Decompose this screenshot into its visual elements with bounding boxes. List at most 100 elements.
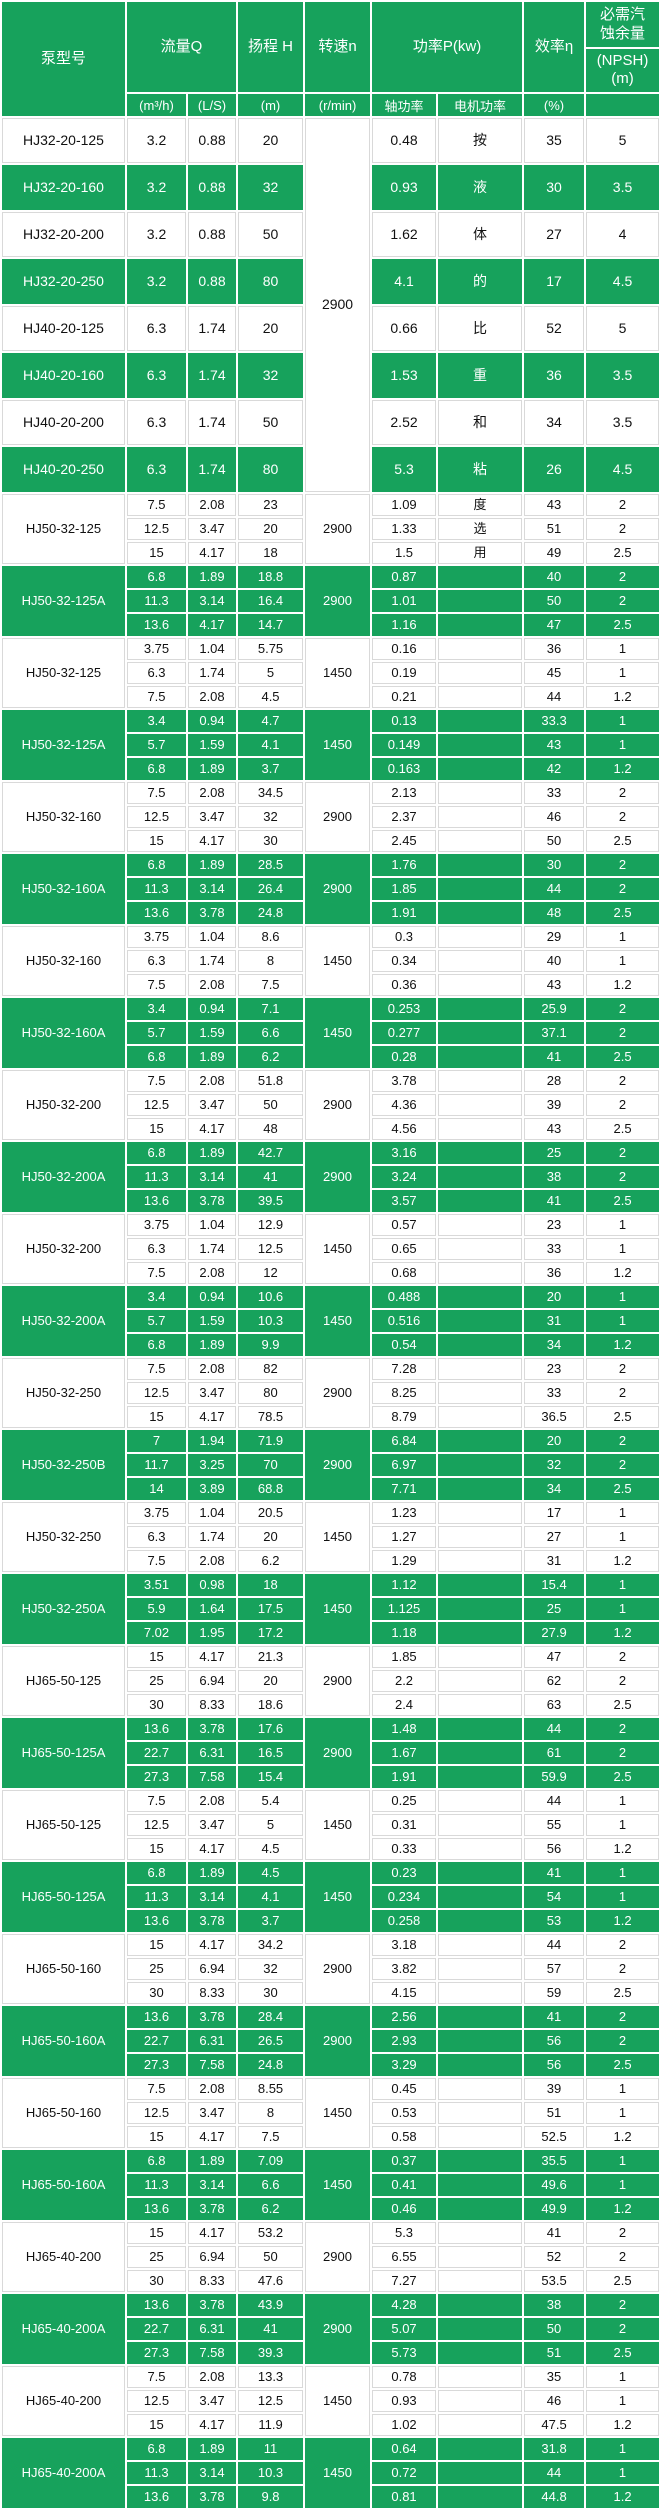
cell-npsh: 1 — [586, 2462, 660, 2484]
cell-efficiency: 27.9 — [524, 1622, 585, 1644]
cell-flow-m3h: 15 — [127, 2222, 186, 2244]
cell-shaft-power: 1.91 — [372, 1766, 437, 1788]
cell-shaft-power: 0.93 — [372, 165, 437, 210]
cell-npsh: 1.2 — [586, 1550, 660, 1572]
table-row: 15 4.17 30 2.45 50 2.5 — [2, 830, 660, 852]
cell-flow-m3h: 3.4 — [127, 1286, 186, 1308]
table-row: HJ32-20-160 3.2 0.88 32 0.93 液 30 3.5 — [2, 165, 660, 210]
header-npsh: 必需汽蚀余量 (NPSH) (m) — [586, 2, 660, 92]
cell-motor-power: 粘 — [438, 447, 523, 492]
cell-efficiency: 37.1 — [524, 1022, 585, 1044]
cell-flow-ls: 1.74 — [188, 950, 237, 972]
cell-flow-ls: 1.74 — [188, 353, 237, 398]
cell-motor-power: 度 — [438, 494, 523, 516]
cell-efficiency: 27 — [524, 212, 585, 257]
cell-npsh: 1.2 — [586, 1334, 660, 1356]
cell-efficiency: 25 — [524, 1598, 585, 1620]
cell-flow-ls: 3.78 — [188, 1190, 237, 1212]
cell-head: 11 — [238, 2438, 304, 2460]
cell-head: 17.2 — [238, 1622, 304, 1644]
cell-efficiency: 42 — [524, 758, 585, 780]
cell-efficiency: 38 — [524, 1166, 585, 1188]
cell-motor-power — [438, 710, 523, 732]
cell-efficiency: 57 — [524, 1958, 585, 1980]
cell-npsh: 2.5 — [586, 1478, 660, 1500]
cell-flow-m3h: 15 — [127, 542, 186, 564]
table-row: HJ50-32-160A 6.8 1.89 28.5 2900 1.76 30 2 — [2, 854, 660, 924]
table-row: HJ65-50-160A 13.6 3.78 28.4 2900 2.56 41 2 — [2, 2006, 660, 2076]
cell-shaft-power: 0.66 — [372, 306, 437, 351]
cell-npsh: 1 — [586, 1886, 660, 1908]
cell-shaft-power: 3.18 — [372, 1934, 437, 1956]
cell-efficiency: 40 — [524, 950, 585, 972]
cell-flow-ls: 1.74 — [188, 306, 237, 351]
cell-shaft-power: 0.65 — [372, 1238, 437, 1260]
cell-motor-power — [438, 2174, 523, 2196]
cell-flow-ls: 2.08 — [188, 782, 237, 804]
cell-shaft-power: 0.72 — [372, 2462, 437, 2484]
cell-npsh: 2.5 — [586, 1118, 660, 1140]
cell-efficiency: 45 — [524, 662, 585, 684]
cell-head: 50 — [238, 2246, 304, 2268]
cell-motor-power — [438, 1886, 523, 1908]
cell-motor-power: 用 — [438, 542, 523, 564]
cell-npsh: 4.5 — [586, 447, 660, 492]
cell-rpm: 1450 — [305, 926, 371, 996]
cell-head: 6.6 — [238, 1022, 304, 1044]
cell-efficiency: 20 — [524, 1430, 585, 1452]
table-row: 6.8 1.89 6.2 0.28 41 2.5 — [2, 1046, 660, 1068]
cell-motor-power — [438, 1238, 523, 1260]
cell-flow-ls: 1.89 — [188, 566, 237, 588]
cell-npsh: 2 — [586, 1382, 660, 1404]
cell-efficiency: 44 — [524, 686, 585, 708]
table-row: 25 6.94 32 3.82 57 2 — [2, 1958, 660, 1980]
cell-flow-m3h: 5.7 — [127, 734, 186, 756]
cell-rpm: 2900 — [305, 1358, 371, 1428]
cell-rpm: 1450 — [305, 2150, 371, 2220]
cell-shaft-power: 0.46 — [372, 2198, 437, 2220]
cell-flow-m3h: 13.6 — [127, 1718, 186, 1740]
cell-efficiency: 33 — [524, 1382, 585, 1404]
cell-head: 26.4 — [238, 878, 304, 900]
cell-motor-power — [438, 1790, 523, 1812]
cell-flow-m3h: 13.6 — [127, 1910, 186, 1932]
table-row: HJ65-50-160 15 4.17 34.2 2900 3.18 44 2 — [2, 1934, 660, 2004]
cell-flow-m3h: 22.7 — [127, 1742, 186, 1764]
cell-efficiency: 51 — [524, 2342, 585, 2364]
cell-flow-ls: 3.14 — [188, 1166, 237, 1188]
cell-flow-ls: 7.58 — [188, 2342, 237, 2364]
header-npsh-empty — [586, 94, 660, 116]
cell-model: HJ65-40-200 — [2, 2222, 125, 2292]
cell-rpm: 2900 — [305, 1142, 371, 1212]
cell-shaft-power: 7.28 — [372, 1358, 437, 1380]
cell-npsh: 2 — [586, 1358, 660, 1380]
cell-head: 14.7 — [238, 614, 304, 636]
table-row: 7.5 2.08 12 0.68 36 1.2 — [2, 1262, 660, 1284]
cell-flow-m3h: 7.5 — [127, 1262, 186, 1284]
cell-head: 4.5 — [238, 1838, 304, 1860]
cell-flow-m3h: 7.5 — [127, 1550, 186, 1572]
cell-flow-ls: 1.64 — [188, 1598, 237, 1620]
cell-efficiency: 61 — [524, 1742, 585, 1764]
cell-shaft-power: 1.02 — [372, 2414, 437, 2436]
cell-rpm: 2900 — [305, 1070, 371, 1140]
cell-head: 71.9 — [238, 1430, 304, 1452]
cell-efficiency: 34 — [524, 1478, 585, 1500]
table-row: 27.3 7.58 24.8 3.29 56 2.5 — [2, 2054, 660, 2076]
cell-npsh: 2 — [586, 1646, 660, 1668]
cell-flow-m3h: 6.8 — [127, 758, 186, 780]
cell-npsh: 2.5 — [586, 2270, 660, 2292]
cell-efficiency: 41 — [524, 2222, 585, 2244]
cell-shaft-power: 1.33 — [372, 518, 437, 540]
cell-rpm: 1450 — [305, 1502, 371, 1572]
cell-npsh: 2 — [586, 1454, 660, 1476]
cell-flow-m3h: 11.3 — [127, 2462, 186, 2484]
table-row: HJ65-40-200A 6.8 1.89 11 1450 0.64 31.8 1 — [2, 2438, 660, 2508]
cell-flow-ls: 2.08 — [188, 974, 237, 996]
table-row: 15 4.17 78.5 8.79 36.5 2.5 — [2, 1406, 660, 1428]
cell-npsh: 2 — [586, 2006, 660, 2028]
cell-head: 8.6 — [238, 926, 304, 948]
cell-shaft-power: 1.18 — [372, 1622, 437, 1644]
cell-model: HJ50-32-125 — [2, 638, 125, 708]
cell-head: 5.4 — [238, 1790, 304, 1812]
